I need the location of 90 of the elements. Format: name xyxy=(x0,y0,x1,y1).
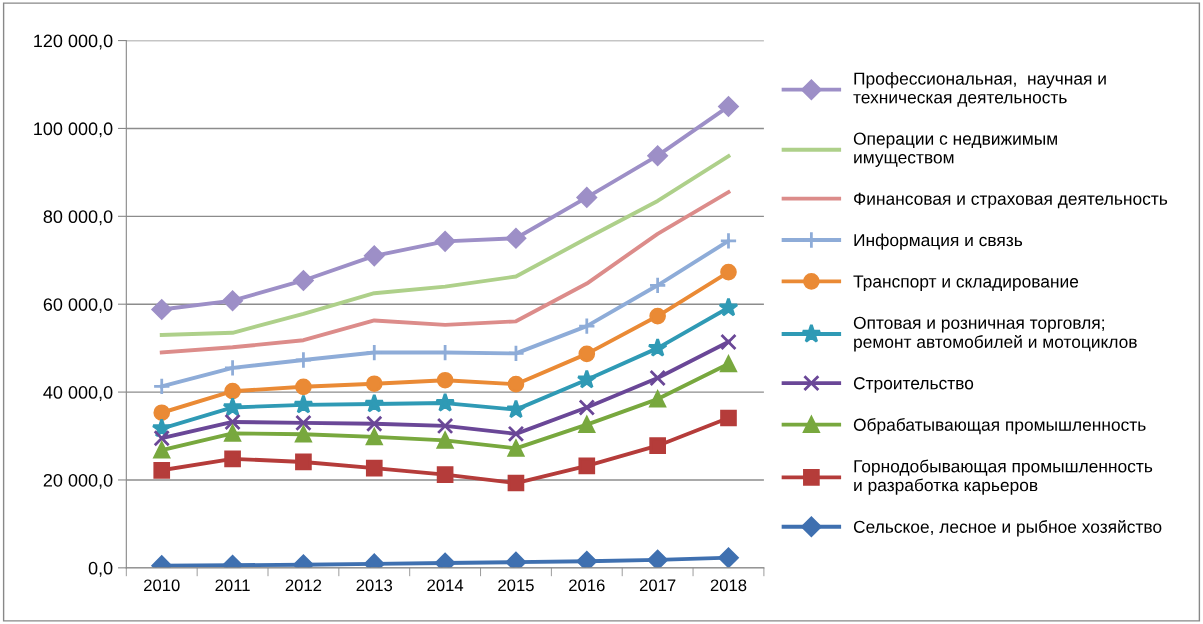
y-tick-label: 80 000,0 xyxy=(43,210,113,226)
x-tick-label: 2010 xyxy=(144,579,180,592)
x-tick-label: 2011 xyxy=(215,579,250,592)
point xyxy=(578,457,596,475)
x-tick-label: 2012 xyxy=(285,579,322,592)
point xyxy=(648,276,667,295)
point xyxy=(507,425,525,443)
point xyxy=(436,466,454,484)
point xyxy=(649,437,666,455)
point xyxy=(365,415,383,433)
point xyxy=(577,317,596,336)
point xyxy=(295,453,312,471)
point xyxy=(578,416,596,433)
point xyxy=(576,369,597,389)
legend-label: Финансовая и страховая деятельность xyxy=(854,192,1168,209)
legend-label: Транспорт и складирование xyxy=(853,275,1079,292)
point xyxy=(649,369,666,387)
point xyxy=(223,358,242,377)
point xyxy=(649,307,666,325)
point xyxy=(293,394,314,414)
point xyxy=(720,409,737,427)
y-tick-label: 100 000,0 xyxy=(34,122,113,138)
x-tick-label: 2017 xyxy=(639,579,676,592)
point xyxy=(153,461,171,479)
legend-label: Операции с недвижимым имуществом xyxy=(853,132,1057,167)
point xyxy=(364,393,385,413)
point xyxy=(720,355,737,373)
point xyxy=(576,187,598,208)
y-tick-label: 120 000,0 xyxy=(34,34,113,50)
point xyxy=(718,547,739,568)
legend-label: Строительство xyxy=(853,377,974,393)
point xyxy=(647,337,668,357)
point xyxy=(647,549,668,568)
point xyxy=(718,96,739,117)
y-tick-label: 20 000,0 xyxy=(43,473,113,489)
point xyxy=(295,414,312,432)
point xyxy=(151,299,172,320)
point xyxy=(647,145,668,166)
point xyxy=(153,429,171,447)
point xyxy=(507,375,525,393)
point xyxy=(365,459,383,477)
point xyxy=(507,474,525,492)
point xyxy=(364,245,385,267)
point xyxy=(507,439,525,457)
x-tick-label: 2018 xyxy=(710,579,747,592)
point xyxy=(436,371,454,389)
point xyxy=(153,441,171,459)
point xyxy=(576,551,598,568)
line-series xyxy=(159,190,731,355)
x-tick-label: 2014 xyxy=(427,579,464,592)
point xyxy=(224,382,241,400)
point xyxy=(434,231,456,252)
point xyxy=(720,263,737,281)
legend-label: Сельское, лесное и рыбное хозяйство xyxy=(853,519,1162,537)
point xyxy=(295,425,312,443)
legend-label: Оптовая и розничная торговля; ремонт автомобилей и мотоциклов xyxy=(853,316,1137,352)
point xyxy=(436,432,454,449)
point xyxy=(153,404,171,422)
point xyxy=(152,377,171,396)
y-tick-label: 0,0 xyxy=(88,561,113,577)
point xyxy=(294,350,313,370)
x-tick-label: 2013 xyxy=(356,579,393,592)
x-tick-label: 2016 xyxy=(569,579,605,592)
point xyxy=(222,397,243,417)
point xyxy=(295,378,312,396)
legend-label: Профессиональная, научная и техническая деятельность xyxy=(853,72,1106,107)
point xyxy=(718,297,739,317)
line-series xyxy=(159,154,731,337)
point xyxy=(578,345,596,363)
x-tick-label: 2015 xyxy=(498,579,534,592)
point xyxy=(224,450,241,468)
point xyxy=(505,399,526,419)
legend-label: Информация и связь xyxy=(854,233,1023,250)
point xyxy=(365,375,383,393)
legend-label: Горнодобывающая промышленность и разработка карьеров xyxy=(854,459,1153,495)
y-tick-label: 40 000,0 xyxy=(43,386,113,401)
point xyxy=(224,425,241,442)
point xyxy=(435,392,456,412)
point xyxy=(578,399,596,416)
point xyxy=(224,413,241,431)
point xyxy=(365,426,384,446)
point xyxy=(293,270,314,291)
point xyxy=(436,417,454,435)
legend-label: Обрабатывающая промышленность xyxy=(853,417,1146,435)
point xyxy=(505,228,527,249)
point xyxy=(222,290,243,311)
point xyxy=(649,390,666,408)
point xyxy=(719,231,738,250)
point xyxy=(720,333,737,351)
y-tick-label: 60 000,0 xyxy=(43,298,113,314)
